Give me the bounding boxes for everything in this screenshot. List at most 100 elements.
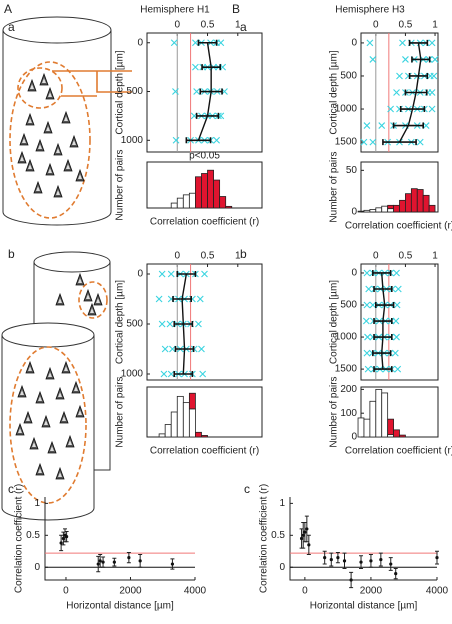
neuron-icon-inner xyxy=(18,428,22,433)
data-point xyxy=(428,105,436,113)
data-point xyxy=(349,578,353,582)
bar xyxy=(188,392,196,410)
connector xyxy=(52,70,132,97)
plot-frame xyxy=(360,32,439,153)
panel-label: b xyxy=(240,247,247,261)
y-tick-label: 0 xyxy=(34,562,40,573)
plot-frame xyxy=(360,263,439,381)
neuron-icon-inner xyxy=(48,92,52,97)
cylinder-top xyxy=(2,16,112,44)
neuron-icon-inner xyxy=(38,396,42,401)
data-point xyxy=(378,122,386,129)
neuron-icon-inner xyxy=(64,116,68,121)
data-point xyxy=(360,138,368,146)
error-bar xyxy=(373,366,393,373)
y-tick-label: 0 xyxy=(351,432,357,443)
panel-label: a xyxy=(8,20,15,34)
y-tick-label: 1500 xyxy=(335,364,358,375)
y-tick-label: 100 xyxy=(340,408,357,419)
bar xyxy=(164,424,172,438)
bar xyxy=(416,189,424,213)
data-point xyxy=(422,122,430,129)
data-point xyxy=(359,560,363,564)
cylinder-body xyxy=(1,335,95,521)
bar xyxy=(410,188,418,213)
bar xyxy=(201,435,208,438)
data-point xyxy=(127,556,131,560)
neuron-icon-inner xyxy=(36,186,40,191)
region-outline xyxy=(9,346,87,504)
bar xyxy=(188,192,196,209)
data-point xyxy=(428,39,436,47)
x-tick-label: 1 xyxy=(432,20,438,31)
x-tick-label: 0 xyxy=(174,20,180,31)
y-tick-label: 50 xyxy=(346,165,358,176)
neuron-icon-inner xyxy=(32,442,36,447)
data-point xyxy=(391,349,399,357)
y-tick-label: 1 xyxy=(34,498,40,509)
neuron-icon-inner xyxy=(86,294,90,299)
bar xyxy=(369,400,377,438)
bar xyxy=(219,196,227,209)
panel-label: b xyxy=(8,247,15,261)
bar xyxy=(399,199,406,213)
bar xyxy=(381,392,389,438)
data-point xyxy=(169,345,176,353)
neuron-icon-inner xyxy=(56,190,60,195)
bar xyxy=(182,402,190,438)
data-point xyxy=(363,122,371,129)
neuron-icon-inner xyxy=(64,366,68,371)
bar xyxy=(195,176,202,209)
data-point xyxy=(363,269,371,277)
y-tick-label: 0 xyxy=(137,269,143,280)
x-axis-label: Correlation coefficient (r) xyxy=(150,446,259,457)
data-point xyxy=(329,557,333,562)
cylinder-body xyxy=(2,30,112,226)
axes xyxy=(44,497,195,581)
data-point xyxy=(435,556,439,560)
y-tick-label: 1000 xyxy=(121,135,144,146)
neuron-icon-inner xyxy=(28,366,32,371)
data-point xyxy=(363,301,371,309)
neuron-icon-inner xyxy=(58,392,62,397)
neuron-icon-inner xyxy=(78,410,82,415)
data-point xyxy=(217,39,225,47)
data-point xyxy=(167,370,175,378)
y-axis-label: Cortical depth [µm] xyxy=(115,50,126,134)
data-point xyxy=(379,557,383,562)
bar xyxy=(170,202,178,209)
data-point xyxy=(364,333,371,341)
neuron-icon-inner xyxy=(22,138,26,143)
panel-label: Hemisphere H1 xyxy=(140,5,210,16)
data-point xyxy=(158,320,166,328)
bar xyxy=(422,194,430,213)
y-axis-label: Number of pairs xyxy=(329,151,340,222)
data-point xyxy=(402,56,409,63)
cylinder-top xyxy=(33,251,111,273)
y-tick-label: 1 xyxy=(279,498,285,509)
mean-line xyxy=(398,42,422,143)
data-point xyxy=(369,138,377,146)
data-point xyxy=(428,89,436,96)
x-axis-label: Correlation coefficient (r) xyxy=(345,446,452,457)
data-point xyxy=(170,39,178,47)
neuron-icon-inner xyxy=(20,390,24,395)
y-tick-label: 500 xyxy=(340,71,357,82)
y-tick-label: 0 xyxy=(279,562,285,573)
data-point xyxy=(161,345,169,353)
panel-label: Hemisphere H3 xyxy=(335,5,405,16)
data-point xyxy=(393,269,400,277)
data-point xyxy=(363,349,371,357)
x-tick-label: 0.5 xyxy=(201,251,215,262)
error-bar xyxy=(408,39,429,46)
y-tick-label: 0 xyxy=(351,207,357,218)
panel-label: B xyxy=(232,2,240,16)
x-tick-label: 0.5 xyxy=(201,20,215,31)
panel-label: c xyxy=(244,482,250,496)
data-point xyxy=(369,56,377,63)
bar xyxy=(399,434,406,438)
y-axis-label: Cortical depth [µm] xyxy=(329,50,340,134)
neuron-icon-inner xyxy=(42,78,46,83)
data-point xyxy=(301,533,305,537)
